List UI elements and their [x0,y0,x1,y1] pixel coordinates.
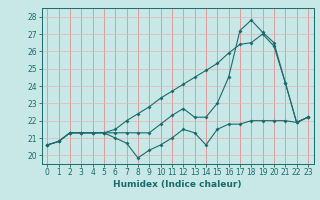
X-axis label: Humidex (Indice chaleur): Humidex (Indice chaleur) [113,180,242,189]
